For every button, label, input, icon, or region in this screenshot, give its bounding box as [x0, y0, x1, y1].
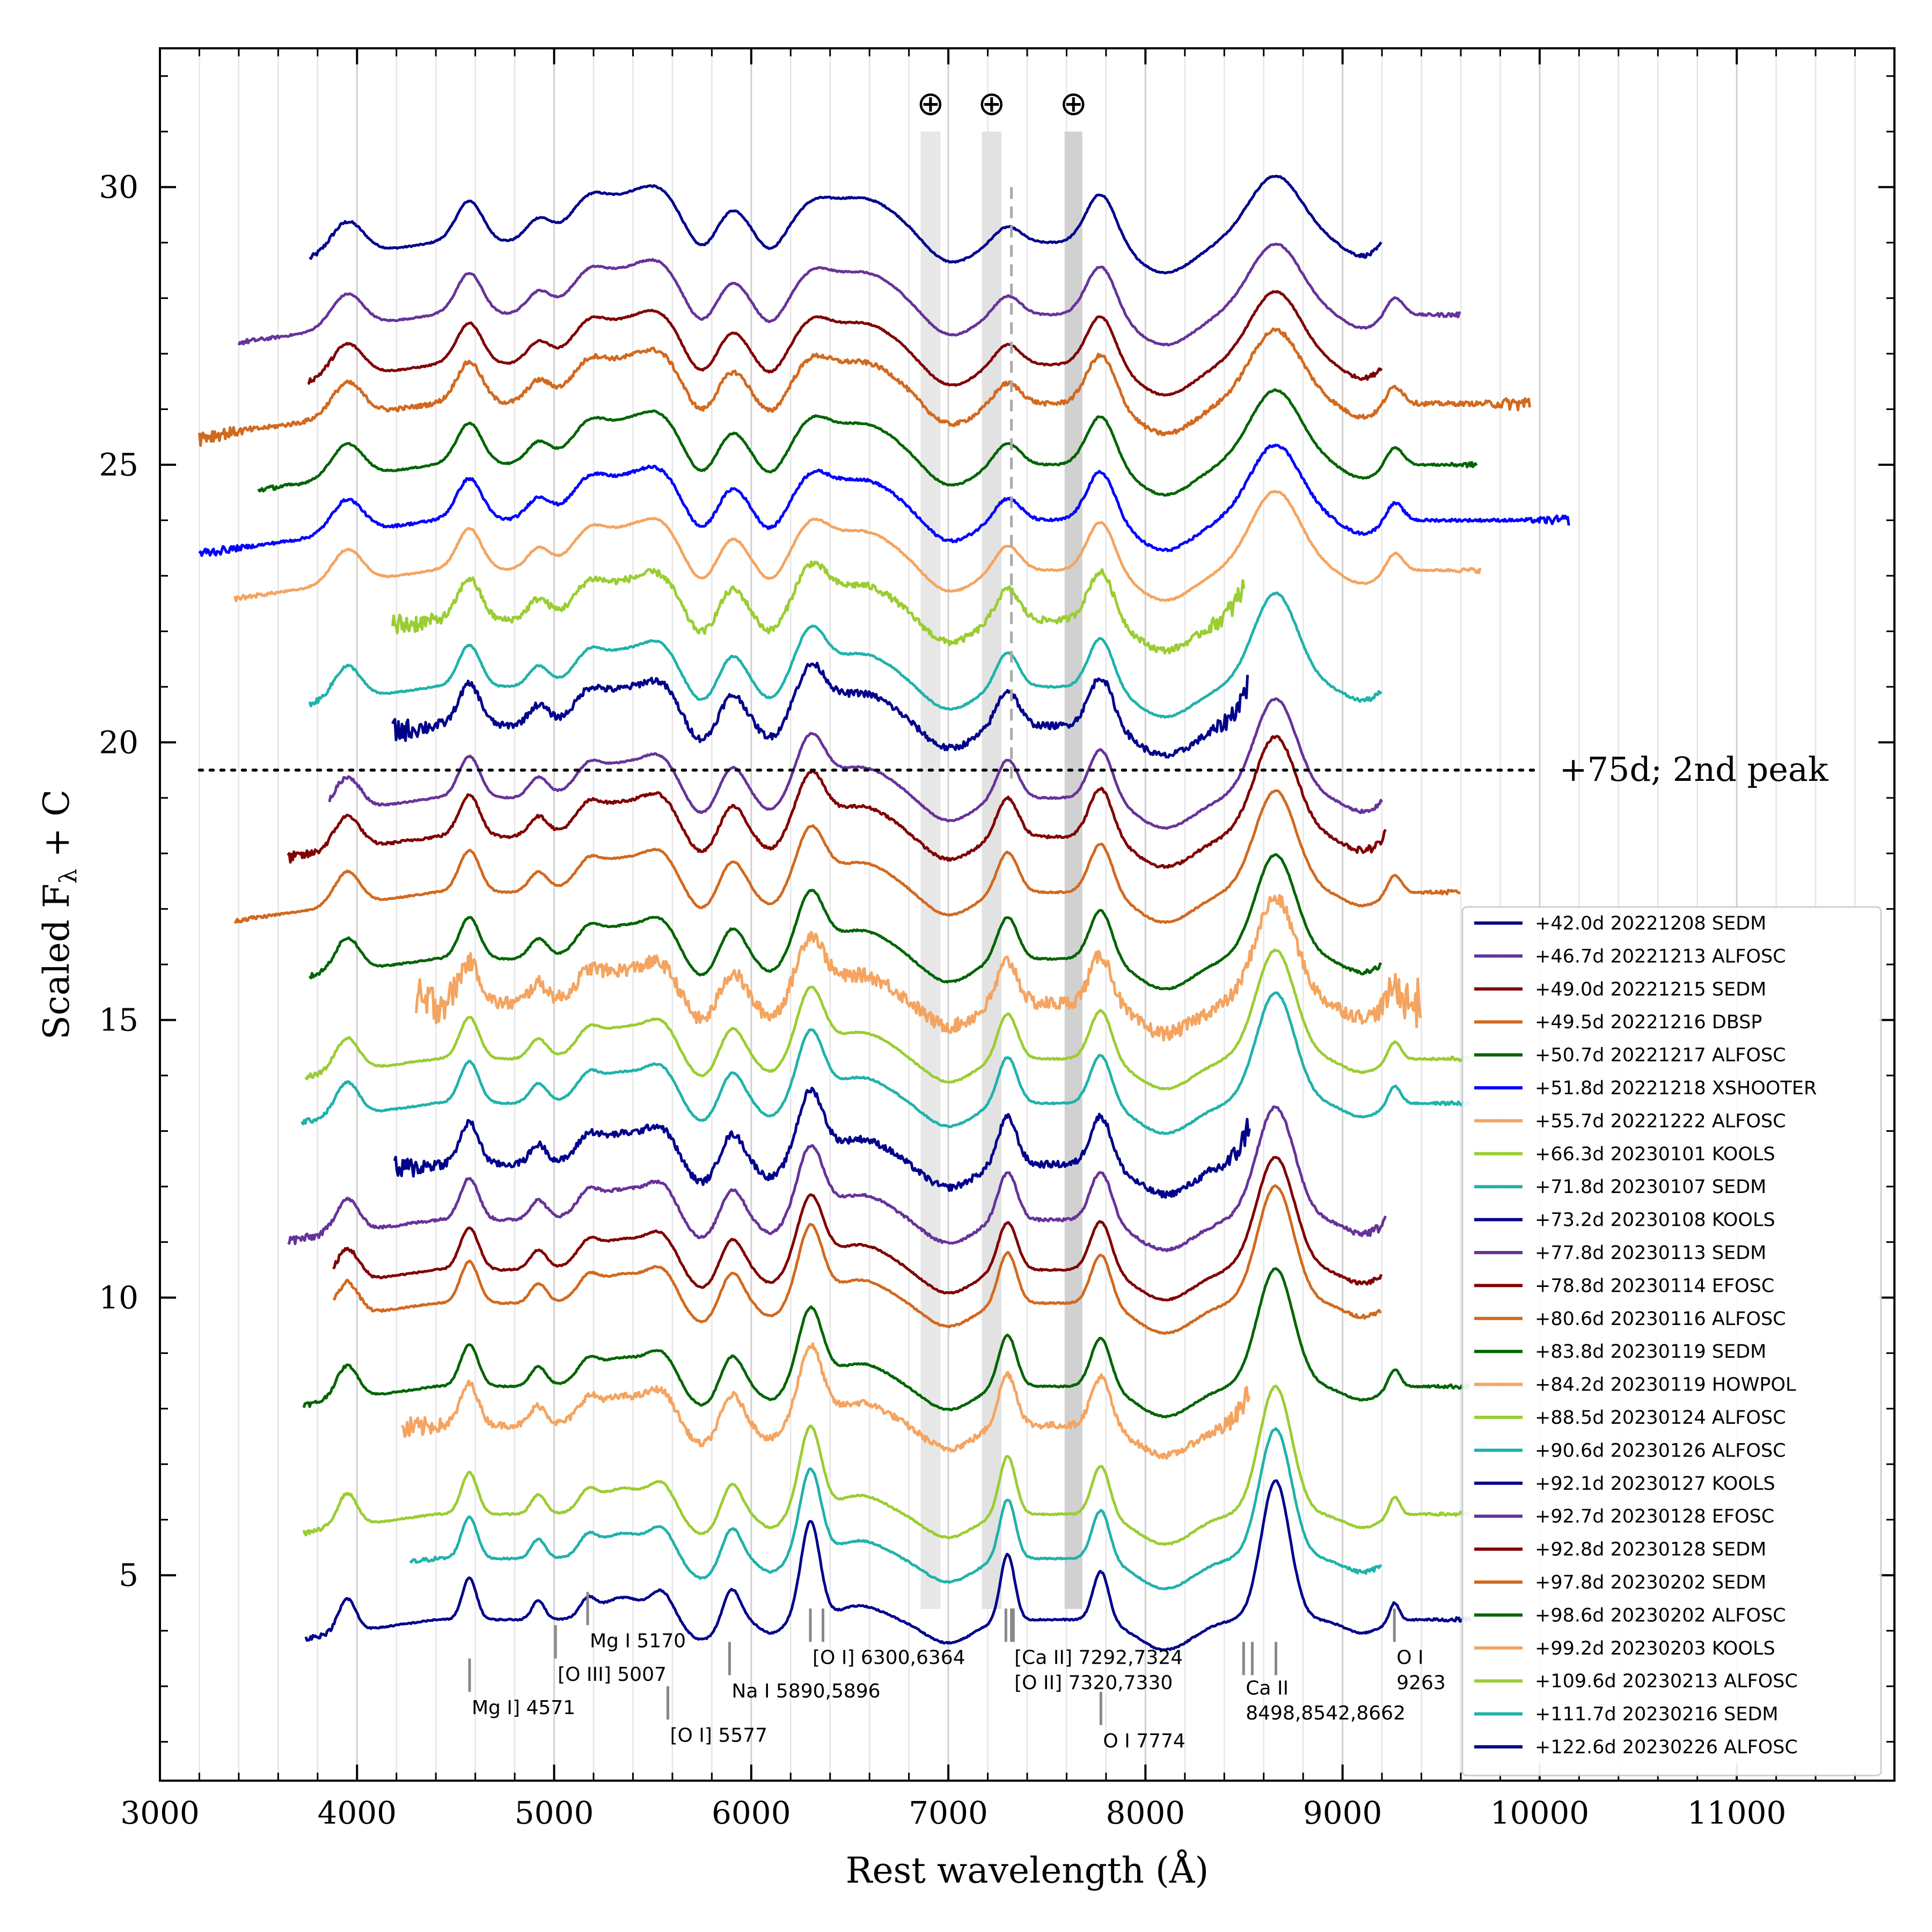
series-line: [233, 789, 1461, 924]
x-tick-label: 4000: [317, 1795, 397, 1831]
line-id-label: Ca II: [1246, 1678, 1289, 1700]
x-tick-label: 11000: [1687, 1795, 1787, 1831]
telluric-symbol: ⊕: [1059, 84, 1087, 123]
line-id-label: [O III] 5007: [558, 1664, 667, 1686]
legend-entry: +99.2d 20230203 KOOLS: [1535, 1638, 1775, 1659]
line-id-label: [O I] 5577: [670, 1725, 767, 1747]
series-line: [302, 1267, 1471, 1418]
series-line: [304, 1479, 1472, 1652]
legend-entry: +80.6d 20230116 ALFOSC: [1535, 1308, 1786, 1330]
series-line: [409, 1427, 1382, 1591]
telluric-band: [920, 131, 941, 1609]
series-line: [233, 490, 1482, 603]
series-line: [401, 1342, 1250, 1460]
y-tick-label: 5: [119, 1557, 138, 1593]
legend-entry: +83.8d 20230119 SEDM: [1535, 1341, 1766, 1363]
legend-entry: +98.6d 20230202 ALFOSC: [1535, 1605, 1786, 1626]
legend-entry: +109.6d 20230213 ALFOSC: [1535, 1671, 1798, 1692]
y-axis-label: Scaled Fλ + C: [36, 789, 82, 1040]
series-line: [302, 1385, 1471, 1546]
series-line: [304, 948, 1472, 1091]
legend-entry: +49.5d 20221216 DBSP: [1535, 1012, 1762, 1033]
y-tick-label: 25: [99, 447, 138, 483]
y-axis-label-suffix: + C: [36, 789, 77, 869]
line-id-label: O I: [1396, 1647, 1423, 1669]
telluric-symbol: ⊕: [978, 84, 1006, 123]
legend-entry: +92.7d 20230128 EFOSC: [1535, 1506, 1774, 1527]
line-id-label: 8498,8542,8662: [1246, 1702, 1406, 1724]
series-line: [391, 661, 1249, 759]
line-id-label: O I 7774: [1103, 1730, 1185, 1752]
series-line: [257, 388, 1478, 497]
legend-entry: +73.2d 20230108 KOOLS: [1535, 1210, 1775, 1231]
series-line: [391, 560, 1246, 655]
telluric-symbol: ⊕: [917, 84, 945, 123]
series-line: [393, 1086, 1251, 1199]
x-tick-label: 7000: [909, 1795, 988, 1831]
legend-entry: +55.7d 20221222 ALFOSC: [1535, 1110, 1786, 1132]
legend-entry: +122.6d 20230226 ALFOSC: [1535, 1737, 1798, 1758]
y-axis-label-main: Scaled F: [36, 883, 77, 1040]
x-tick-label: 9000: [1303, 1795, 1382, 1831]
series-line: [308, 591, 1382, 719]
series-line: [332, 1155, 1383, 1302]
y-tick-label: 30: [99, 169, 138, 206]
line-id-label: [Ca II] 7292,7324: [1014, 1647, 1183, 1669]
series-line: [328, 697, 1384, 830]
y-tick-label: 10: [99, 1279, 138, 1316]
telluric-band: [1064, 131, 1082, 1609]
legend-entry: +77.8d 20230113 SEDM: [1535, 1242, 1766, 1264]
y-tick-label: 20: [99, 724, 138, 760]
series-line: [309, 174, 1382, 275]
x-tick-label: 5000: [515, 1795, 594, 1831]
line-id-label: 9263: [1396, 1672, 1446, 1694]
axes: 3000 4000 5000 6000 7000 8000 9000 10000 11000 5 1…: [99, 47, 1896, 1831]
legend-entry: +78.8d 20230114 EFOSC: [1535, 1275, 1774, 1297]
legend-entry: +46.7d 20221213 ALFOSC: [1535, 946, 1786, 967]
y-axis-label-sub: λ: [55, 869, 82, 884]
line-id-label: [O I] 6300,6364: [813, 1647, 965, 1669]
line-id-label: Mg I 5170: [590, 1630, 686, 1652]
dotted-line-label: +75d; 2nd peak: [1560, 750, 1828, 789]
reference-lines: +75d; 2nd peak: [197, 187, 1828, 789]
legend-entry: +111.7d 20230216 SEDM: [1535, 1704, 1779, 1725]
series-line: [307, 290, 1383, 397]
series-line: [198, 443, 1570, 557]
legend: +42.0d 20221208 SEDM +46.7d 20221213 ALFO…: [1461, 906, 1882, 1776]
legend-entry: +92.1d 20230127 KOOLS: [1535, 1473, 1775, 1495]
legend-entry: +97.8d 20230202 SEDM: [1535, 1572, 1766, 1593]
series-line: [308, 853, 1382, 991]
line-id-label: [O II] 7320,7330: [1014, 1672, 1173, 1694]
series-line: [198, 327, 1531, 447]
x-tick-label: 6000: [712, 1795, 791, 1831]
series-lines: [198, 174, 1570, 1652]
x-tick-label: 3000: [120, 1795, 200, 1831]
y-tick-label: 15: [99, 1002, 138, 1038]
line-id-label: Na I 5890,5896: [731, 1680, 880, 1702]
legend-entry: +51.8d 20221218 XSHOOTER: [1535, 1078, 1817, 1099]
legend-entry: +66.3d 20230101 KOOLS: [1535, 1144, 1775, 1165]
series-line: [287, 1105, 1387, 1253]
legend-entry: +90.6d 20230126 ALFOSC: [1535, 1440, 1786, 1461]
series-line: [237, 243, 1461, 347]
legend-entry: +92.8d 20230128 SEDM: [1535, 1539, 1766, 1561]
legend-entry: +71.8d 20230107 SEDM: [1535, 1176, 1766, 1198]
series-line: [301, 991, 1471, 1136]
line-id-label: Mg I] 4571: [472, 1697, 575, 1719]
legend-box: [1461, 906, 1882, 1776]
legend-entry: +49.0d 20221215 SEDM: [1535, 979, 1766, 1000]
series-line: [415, 894, 1423, 1042]
series-line: [332, 1184, 1381, 1335]
line-identifications: Mg I] 4571 [O III] 5007 Mg I 5170 [O I] 557…: [468, 1592, 1446, 1752]
series-line: [287, 735, 1387, 869]
legend-entry: +42.0d 20221208 SEDM: [1535, 913, 1766, 934]
legend-entry: +50.7d 20221217 ALFOSC: [1535, 1045, 1786, 1066]
x-tick-label: 10000: [1490, 1795, 1590, 1831]
x-axis-label: Rest wavelength (Å): [846, 1850, 1209, 1891]
legend-entry: +88.5d 20230124 ALFOSC: [1535, 1407, 1786, 1429]
x-tick-label: 8000: [1106, 1795, 1185, 1831]
legend-entry: +84.2d 20230119 HOWPOL: [1535, 1374, 1796, 1396]
